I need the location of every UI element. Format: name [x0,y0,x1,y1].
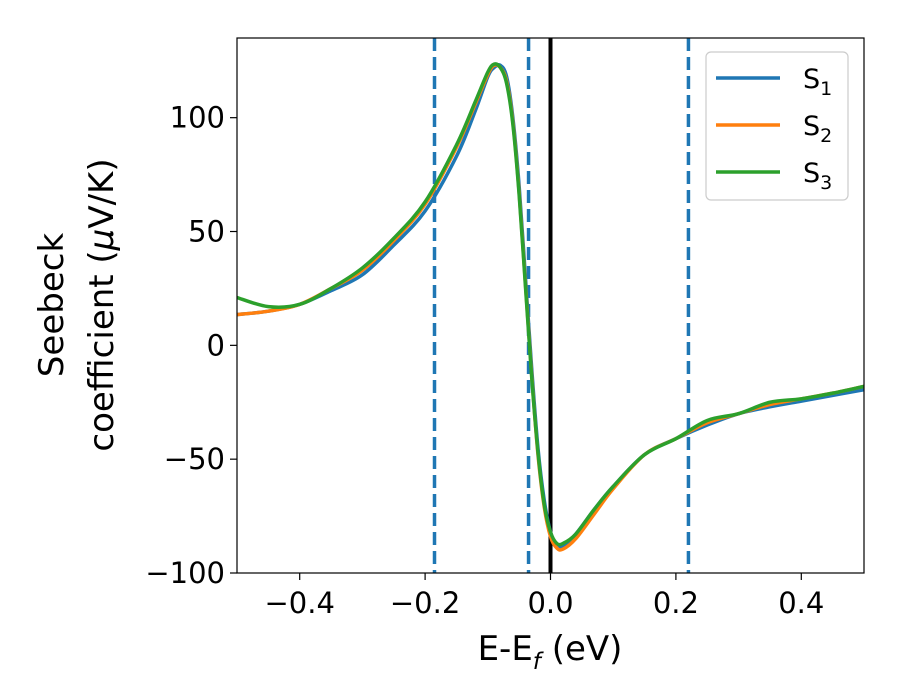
series-line-s3 [237,62,864,547]
y-tick-label: 100 [170,101,225,135]
x-tick-label: −0.4 [264,586,334,620]
legend-label-s1: S1 [803,64,832,100]
y-tick-label: 50 [188,215,225,249]
x-tick-label: 0.0 [527,586,573,620]
legend-label-s2: S2 [803,111,832,147]
legend: S1 S2 S3 [705,51,849,201]
series-lines [237,62,864,552]
x-tick-label: 0.4 [778,586,824,620]
y-axis: 100 50 0 −50 −100 [145,101,237,590]
y-tick-label: −100 [145,556,225,590]
x-tick-label: −0.2 [390,586,460,620]
y-axis-label-line2: coefficient (μV/K) [82,158,122,451]
y-tick-label: 0 [207,328,225,362]
legend-label-s3: S3 [803,158,832,194]
y-axis-label-line1: Seebeck [32,233,72,378]
x-tick-label: 0.2 [653,586,699,620]
x-axis: −0.4 −0.2 0.0 0.2 0.4 [264,573,824,620]
y-axis-label: Seebeck coefficient (μV/K) [32,158,122,451]
y-tick-label: −50 [164,442,225,476]
x-axis-label: E-Ef (eV) [478,629,623,675]
